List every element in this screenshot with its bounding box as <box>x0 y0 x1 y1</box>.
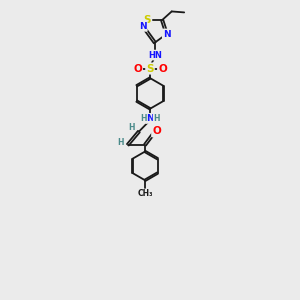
Text: S: S <box>146 64 154 74</box>
Text: H: H <box>140 114 146 123</box>
Text: O: O <box>133 64 142 74</box>
Text: N: N <box>163 29 170 38</box>
Text: CH₃: CH₃ <box>137 189 153 198</box>
Text: H: H <box>128 123 134 132</box>
Text: O: O <box>152 126 161 136</box>
Text: H: H <box>117 138 123 147</box>
Text: H: H <box>154 114 160 123</box>
Text: N: N <box>139 22 147 31</box>
Text: N: N <box>146 114 154 123</box>
Text: HN: HN <box>148 51 162 60</box>
Text: S: S <box>144 15 151 25</box>
Text: O: O <box>158 64 167 74</box>
